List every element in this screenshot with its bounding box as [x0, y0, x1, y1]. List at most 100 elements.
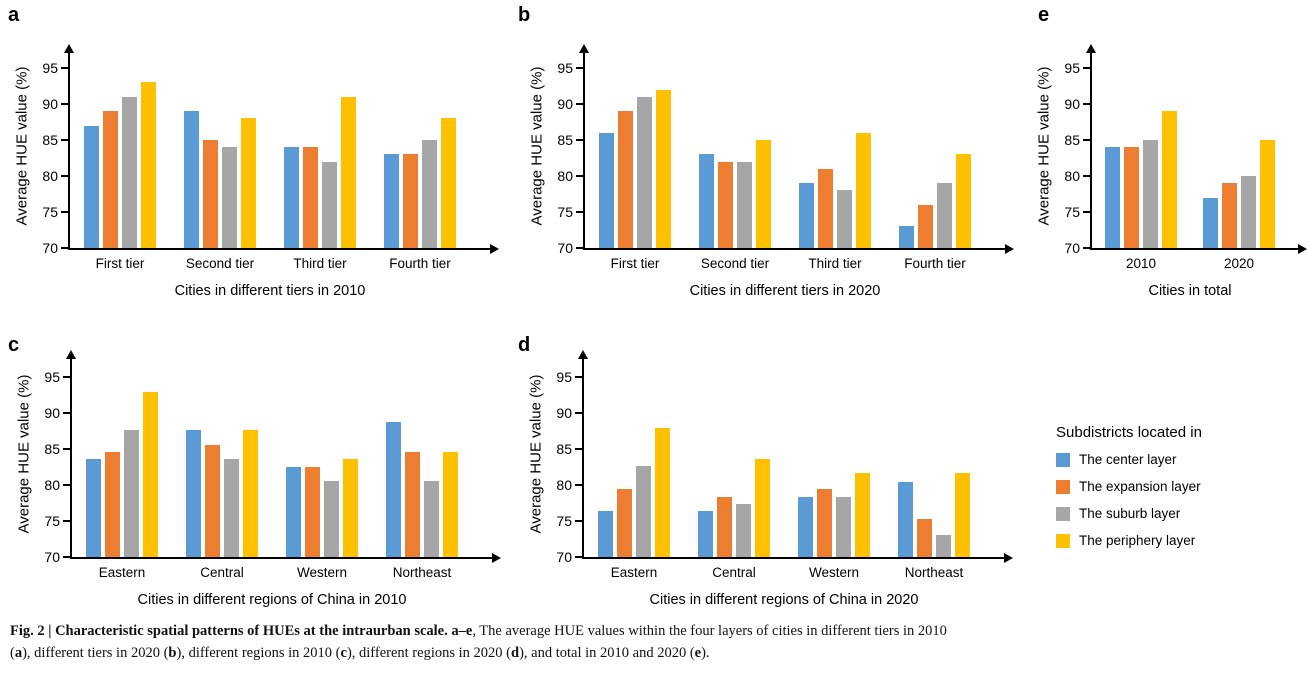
bar-center-layer — [698, 510, 713, 557]
bar-group — [1190, 56, 1288, 248]
legend-title: Subdistricts located in — [1056, 424, 1202, 441]
y-tick — [63, 376, 71, 378]
bar-suburb-layer — [222, 147, 237, 248]
legend-items: The center layer The expansion layer The s… — [1056, 453, 1286, 548]
panel-label-a: a — [8, 4, 20, 26]
y-tick — [63, 412, 71, 414]
x-category-labels: Eastern Central Western Northeast — [72, 564, 472, 581]
x-axis-title: Cities in different tiers in 2020 — [689, 283, 881, 299]
bar-groups — [72, 365, 472, 557]
bar-periphery-layer — [143, 392, 158, 557]
bar-group — [172, 365, 272, 557]
bar-suburb-layer — [636, 465, 651, 557]
chart-regions-2010: 70 75 80 85 90 95 Average HUE value (%) Eastern… — [0, 330, 505, 620]
bar-expansion-layer — [717, 496, 732, 557]
bar-periphery-layer — [755, 459, 770, 557]
y-axis-title: Average HUE value (%) — [527, 374, 545, 533]
bar-group — [272, 365, 372, 557]
y-tick — [63, 520, 71, 522]
caption-segment: ( — [10, 645, 15, 661]
x-category-label: Western — [808, 565, 860, 580]
x-category-label: Second tier — [185, 256, 255, 271]
legend-swatch-center-layer — [1056, 453, 1070, 467]
y-tick — [1083, 139, 1091, 141]
x-axis-arrow-icon — [492, 553, 501, 563]
y-axis-title: Average HUE value (%) — [528, 66, 546, 226]
bar-center-layer — [699, 154, 714, 248]
y-tick — [61, 103, 69, 105]
y-tick — [63, 484, 71, 486]
y-tick-label: 80 — [557, 168, 573, 184]
y-tick-label: 85 — [44, 441, 60, 457]
bar-center-layer — [386, 421, 401, 557]
bar-suburb-layer — [124, 429, 139, 557]
bar-periphery-layer — [141, 82, 156, 248]
bar-center-layer — [899, 226, 914, 248]
bar-expansion-layer — [1124, 147, 1139, 248]
bar-suburb-layer — [737, 161, 752, 248]
bar-center-layer — [284, 147, 299, 248]
y-axis-line — [68, 51, 70, 250]
y-tick — [61, 175, 69, 177]
caption-segment: Fig. 2 | Characteristic spatial patterns… — [10, 623, 473, 639]
bar-periphery-layer — [441, 118, 456, 248]
chart-regions-2020: 70 75 80 85 90 95 Average HUE value (%) Eastern… — [510, 330, 1030, 620]
y-tick-label: 90 — [557, 96, 573, 112]
bar-periphery-layer — [343, 459, 358, 557]
y-axis-title: Average HUE value (%) — [15, 374, 33, 533]
caption-segment: e — [694, 645, 702, 661]
bar-expansion-layer — [105, 451, 120, 557]
y-tick — [575, 484, 583, 486]
y-tick-label: 70 — [557, 240, 573, 256]
legend-item-label: The expansion layer — [1079, 479, 1201, 494]
y-tick — [575, 448, 583, 450]
bar-periphery-layer — [243, 429, 258, 557]
legend-item-suburb-layer: The suburb layer — [1056, 507, 1286, 521]
bar-group — [784, 365, 884, 557]
y-tick — [1083, 247, 1091, 249]
x-axis-arrow-icon — [1004, 553, 1013, 563]
y-axis-arrow-icon — [1086, 44, 1096, 53]
y-tick-label: 95 — [556, 369, 572, 385]
bar-suburb-layer — [1241, 176, 1256, 248]
y-tick-label: 95 — [42, 60, 58, 76]
bar-group — [1092, 56, 1190, 248]
bar-expansion-layer — [405, 451, 420, 557]
bar-center-layer — [598, 510, 613, 557]
bar-periphery-layer — [656, 89, 671, 248]
y-tick — [63, 448, 71, 450]
bar-group — [885, 56, 985, 248]
bar-expansion-layer — [917, 518, 932, 557]
x-axis-line — [582, 557, 1004, 559]
bar-suburb-layer — [324, 481, 339, 557]
bar-center-layer — [599, 132, 614, 248]
panel-a: a 70 75 80 85 90 95 Average HUE value (%) First… — [0, 0, 505, 315]
bar-periphery-layer — [955, 473, 970, 557]
bar-center-layer — [86, 459, 101, 557]
caption-segment: b — [168, 645, 177, 661]
bar-expansion-layer — [303, 147, 318, 248]
legend-swatch-suburb-layer — [1056, 507, 1070, 521]
y-tick-label: 90 — [556, 405, 572, 421]
caption-line: (a), different tiers in 2020 (b), differ… — [10, 642, 1300, 664]
bar-groups — [585, 56, 985, 248]
bar-periphery-layer — [1162, 111, 1177, 248]
bar-suburb-layer — [837, 190, 852, 248]
legend-item-periphery-layer: The periphery layer — [1056, 534, 1286, 548]
bar-center-layer — [286, 467, 301, 557]
bar-expansion-layer — [818, 168, 833, 248]
y-tick-label: 85 — [42, 132, 58, 148]
x-category-label: Eastern — [98, 565, 146, 580]
y-axis-arrow-icon — [579, 44, 589, 53]
y-axis-line — [1090, 51, 1092, 250]
bar-periphery-layer — [1260, 140, 1275, 248]
x-axis-title: Cities in different tiers in 2010 — [174, 283, 366, 299]
bar-periphery-layer — [756, 140, 771, 248]
y-tick-label: 95 — [1064, 60, 1080, 76]
y-tick-label: 70 — [42, 240, 58, 256]
y-tick — [576, 103, 584, 105]
x-category-label: First tier — [610, 256, 660, 271]
y-tick — [575, 556, 583, 558]
y-tick — [575, 412, 583, 414]
y-axis-arrow-icon — [64, 44, 74, 53]
